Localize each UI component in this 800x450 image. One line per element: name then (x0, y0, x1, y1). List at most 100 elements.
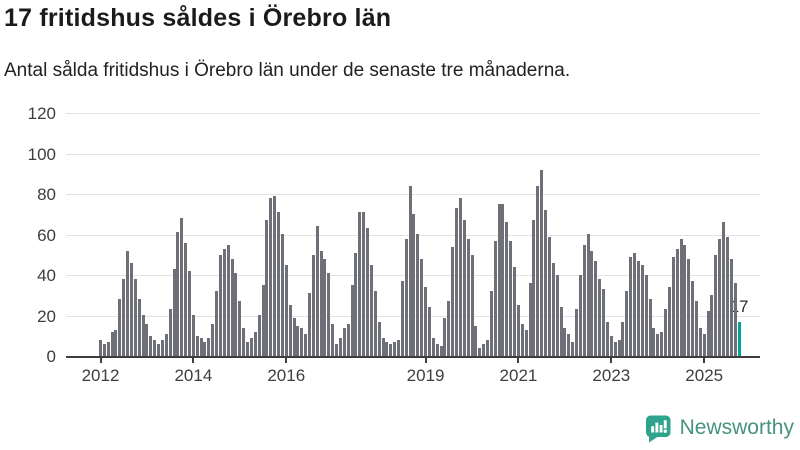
bar (660, 332, 664, 356)
bar (307, 293, 311, 356)
bar (246, 342, 250, 356)
bar (157, 344, 161, 356)
bar (257, 315, 261, 356)
bar (679, 239, 683, 356)
bar (687, 259, 691, 356)
bar (582, 245, 586, 356)
bar (300, 328, 304, 356)
bar (280, 234, 284, 356)
x-axis-tick (99, 358, 102, 363)
y-axis-label: 0 (46, 347, 56, 366)
x-axis-tick (517, 358, 520, 363)
bar (633, 253, 637, 356)
bar (609, 336, 613, 356)
bar (466, 239, 470, 356)
bar (470, 255, 474, 356)
bar (702, 334, 706, 356)
bar (598, 279, 602, 356)
bar (261, 285, 265, 356)
bar (292, 318, 296, 356)
newsworthy-chart-bubble-icon (645, 415, 671, 443)
bar (578, 275, 582, 356)
bar (575, 309, 578, 356)
bar (381, 338, 385, 356)
y-axis-label: 120 (27, 104, 56, 123)
bar (664, 309, 668, 356)
bar (509, 241, 513, 356)
bar (296, 326, 300, 356)
bar (722, 222, 726, 356)
bar (226, 245, 230, 356)
bar (536, 186, 540, 356)
bar (718, 239, 722, 356)
bar (640, 265, 644, 356)
x-axis-tick (424, 358, 427, 363)
bar (168, 309, 172, 356)
newsworthy-logo[interactable]: Newsworthy (643, 412, 794, 444)
bar (230, 259, 234, 356)
bar (331, 324, 335, 356)
bar (369, 265, 373, 356)
x-axis-tick (192, 358, 195, 363)
bar (667, 287, 671, 356)
bar (172, 269, 176, 356)
bar (277, 212, 281, 356)
bar (396, 340, 400, 356)
bar (133, 279, 137, 356)
bar (188, 271, 191, 356)
y-axis-label: 80 (37, 185, 56, 204)
bar (311, 255, 315, 356)
bar (122, 279, 126, 356)
bar (516, 305, 520, 356)
bar (451, 247, 455, 356)
bar (191, 315, 195, 356)
bar (377, 322, 381, 356)
chart-subtitle: Antal sålda fritidshus i Örebro län unde… (4, 60, 571, 81)
bar (559, 307, 563, 356)
bar (563, 328, 567, 356)
bar (435, 344, 439, 356)
bar (99, 340, 102, 356)
x-axis-label: 2014 (174, 366, 213, 385)
x-axis-label: 2019 (406, 366, 445, 385)
bar (586, 234, 590, 356)
bar (207, 338, 211, 356)
y-axis-label: 20 (37, 306, 56, 326)
bar (431, 338, 435, 356)
bar (215, 291, 219, 356)
bar (149, 336, 153, 356)
x-axis-label: 2023 (592, 366, 631, 385)
bar (644, 275, 648, 356)
bar (594, 261, 598, 356)
bar (729, 259, 733, 356)
bar (629, 257, 633, 356)
newsworthy-logo-text: Newsworthy (679, 416, 794, 439)
x-axis-line (66, 356, 760, 358)
bar (137, 299, 141, 356)
bar (656, 334, 660, 356)
bar (694, 301, 698, 356)
x-axis-tick (285, 358, 288, 363)
bar (486, 340, 489, 356)
bar (265, 220, 269, 356)
bar (273, 196, 277, 356)
bar (354, 253, 358, 356)
bar (513, 267, 517, 356)
bar (408, 186, 412, 356)
bar (338, 338, 342, 356)
bar (373, 291, 377, 356)
gridline-y-100 (66, 153, 760, 155)
bar (675, 249, 679, 356)
bar (106, 342, 110, 356)
bar (393, 342, 397, 356)
bar (145, 324, 149, 356)
bar (269, 198, 273, 356)
bar (218, 255, 222, 356)
bar (478, 348, 482, 356)
bar (691, 281, 695, 356)
bar (551, 263, 555, 356)
bar (455, 208, 459, 356)
bar (114, 330, 118, 356)
bar (199, 338, 203, 356)
bar (335, 344, 339, 356)
